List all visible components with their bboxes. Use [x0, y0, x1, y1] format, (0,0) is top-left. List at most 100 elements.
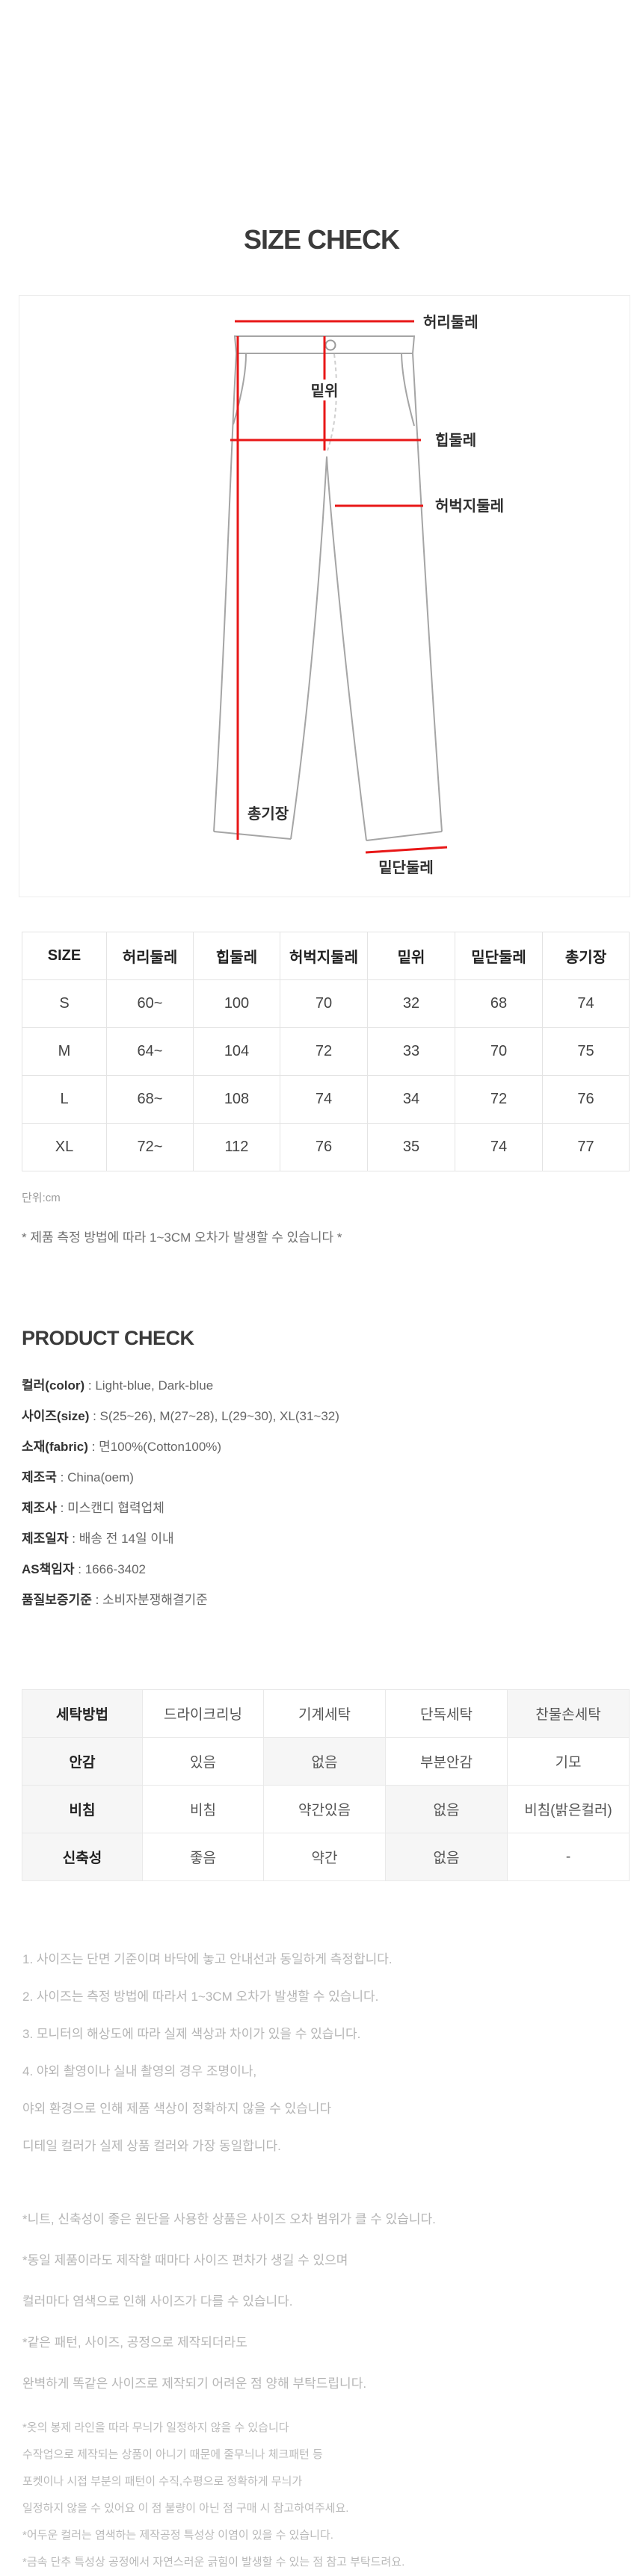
- care-cell: 기계세탁: [263, 1689, 386, 1738]
- product-check-item-warranty: 품질보증기준 : 소비자분쟁해결기준: [22, 1593, 208, 1607]
- care-cell: 약간있음: [263, 1785, 386, 1833]
- fly-dashed-line: [327, 353, 337, 451]
- note-line: 야외 환경으로 인해 제품 색상이 정확하지 않을 수 있습니다: [22, 2102, 332, 2116]
- product-check-item-fabric: 소재(fabric) : 면100%(Cotton100%): [22, 1440, 222, 1454]
- note-line: 완벽하게 똑같은 사이즈로 제작되기 어려운 점 양해 부탁드립니다.: [22, 2377, 367, 2391]
- size-cell: 70: [455, 1027, 543, 1076]
- size-cell: 68: [455, 979, 543, 1028]
- size-table-row-xl: XL 72~ 112 76 35 74 77: [22, 1123, 630, 1171]
- size-cell: 32: [367, 979, 455, 1028]
- size-cell: 72: [455, 1075, 543, 1124]
- care-row-label: 비침: [22, 1785, 143, 1833]
- size-table: SIZE 허리둘레 힙둘레 허벅지둘레 밑위 밑단둘레 총기장 S 60~ 10…: [22, 932, 630, 1171]
- size-cell: XL: [22, 1123, 107, 1171]
- note-line: 수작업으로 제작되는 상품이 아니기 때문에 줄무늬나 체크패턴 등: [22, 2448, 323, 2461]
- unit-note: 단위:cm: [22, 1192, 61, 1204]
- note-line: *옷의 봉제 라인을 따라 무늬가 일정하지 않을 수 있습니다: [22, 2421, 289, 2434]
- size-cell: 100: [193, 979, 280, 1028]
- size-cell: 104: [193, 1027, 280, 1076]
- size-cell: 112: [193, 1123, 280, 1171]
- care-row-label: 안감: [22, 1737, 143, 1786]
- note-line: 디테일 컬러가 실제 상품 컬러와 가장 동일합니다.: [22, 2139, 281, 2153]
- care-cell-selected: 없음: [263, 1737, 386, 1786]
- left-pocket: [233, 353, 247, 425]
- size-cell: 108: [193, 1075, 280, 1124]
- button: [324, 339, 336, 351]
- size-table-row-l: L 68~ 108 74 34 72 76: [22, 1075, 630, 1124]
- size-cell: 77: [542, 1123, 630, 1171]
- size-cell: 74: [280, 1075, 368, 1124]
- note-line: 1. 사이즈는 단면 기준이며 바닥에 놓고 안내선과 동일하게 측정합니다.: [22, 1952, 393, 1966]
- care-cell: 좋음: [142, 1833, 264, 1881]
- note-line: *같은 패턴, 사이즈, 공정으로 제작되더라도: [22, 2335, 247, 2350]
- right-outer-seam: [412, 353, 443, 832]
- note-line: 일정하지 않을 수 있어요 이 점 불량이 아닌 점 구매 시 참고하여주세요.: [22, 2502, 349, 2515]
- thigh-label: 허벅지둘레: [435, 498, 504, 515]
- size-table-header: 밑단둘레: [455, 932, 543, 980]
- right-hem: [366, 831, 443, 841]
- care-cell: 비침(밝은컬러): [507, 1785, 630, 1833]
- product-check-item-date: 제조일자 : 배송 전 14일 이내: [22, 1532, 174, 1546]
- size-check-title: SIZE CHECK: [243, 224, 400, 255]
- size-cell: 72~: [106, 1123, 194, 1171]
- care-cell: 약간: [263, 1833, 386, 1881]
- size-table-header-row: SIZE 허리둘레 힙둘레 허벅지둘레 밑위 밑단둘레 총기장: [22, 932, 630, 980]
- care-cell-selected: 없음: [385, 1785, 508, 1833]
- product-check-title: PRODUCT CHECK: [22, 1327, 194, 1349]
- product-check-list: 컬러(color) : Light-blue, Dark-blue 사이즈(si…: [22, 1370, 605, 1615]
- note-line: 4. 야외 촬영이나 실내 촬영의 경우 조명이나,: [22, 2064, 257, 2078]
- left-outer-seam: [213, 353, 237, 832]
- product-check-item-size: 사이즈(size) : S(25~26), M(27~28), L(29~30)…: [22, 1409, 339, 1423]
- care-cell-selected: 없음: [385, 1833, 508, 1881]
- size-cell: 70: [280, 979, 368, 1028]
- size-table-header: 허리둘레: [106, 932, 194, 980]
- size-cell: 76: [280, 1123, 368, 1171]
- size-cell: 60~: [106, 979, 194, 1028]
- care-cell: 드라이크리닝: [142, 1689, 264, 1738]
- left-hem: [213, 831, 292, 840]
- size-table-header: 밑위: [367, 932, 455, 980]
- size-table-header: SIZE: [22, 932, 107, 980]
- size-table-header: 힙둘레: [193, 932, 280, 980]
- inseam: [290, 456, 367, 841]
- size-cell: M: [22, 1027, 107, 1076]
- size-cell: S: [22, 979, 107, 1028]
- waist-label: 허리둘레: [423, 314, 479, 331]
- rise-label: 밑위: [311, 383, 339, 400]
- care-cell: 단독세탁: [385, 1689, 508, 1738]
- pants-measurement-diagram: 허리둘레 밑위 힙둘레 허벅지둘레 총기장 밑단둘레: [19, 295, 630, 897]
- care-row-lining: 안감 있음 없음 부분안감 기모: [22, 1737, 630, 1786]
- size-cell: 33: [367, 1027, 455, 1076]
- size-cell: 74: [455, 1123, 543, 1171]
- size-cell: 74: [542, 979, 630, 1028]
- care-cell: 부분안감: [385, 1737, 508, 1786]
- size-cell: 72: [280, 1027, 368, 1076]
- rise-label-bg: [307, 380, 342, 400]
- care-row-wash: 세탁방법 드라이크리닝 기계세탁 단독세탁 찬물손세탁: [22, 1689, 630, 1738]
- tolerance-note: * 제품 측정 방법에 따라 1~3CM 오차가 발생할 수 있습니다 *: [22, 1230, 342, 1245]
- care-row-sheer: 비침 비침 약간있음 없음 비침(밝은컬러): [22, 1785, 630, 1833]
- note-line: *금속 단추 특성상 공정에서 자연스러운 긁힘이 발생할 수 있는 점 참고 …: [22, 2556, 405, 2569]
- care-cell-selected: 찬물손세탁: [507, 1689, 630, 1738]
- care-cell: 있음: [142, 1737, 264, 1786]
- note-line: 2. 사이즈는 측정 방법에 따라서 1~3CM 오차가 발생할 수 있습니다.: [22, 1990, 379, 2004]
- measurement-notes: 1. 사이즈는 단면 기준이며 바닥에 놓고 안내선과 동일하게 측정합니다. …: [22, 1941, 621, 2165]
- note-line: 포켓이나 시접 부분의 패턴이 수직,수평으로 정확하게 무늬가: [22, 2475, 303, 2488]
- right-pocket: [401, 353, 415, 427]
- care-row-label: 세탁방법: [22, 1689, 143, 1738]
- hem-line: [365, 846, 448, 854]
- size-cell: 75: [542, 1027, 630, 1076]
- care-row-stretch: 신축성 좋음 약간 없음 -: [22, 1833, 630, 1881]
- hip-label: 힙둘레: [435, 432, 476, 449]
- care-cell: 비침: [142, 1785, 264, 1833]
- note-line: *동일 제품이라도 제작할 때마다 사이즈 편차가 생길 수 있으며: [22, 2253, 348, 2267]
- size-table-row-m: M 64~ 104 72 33 70 75: [22, 1027, 630, 1076]
- care-cell: 기모: [507, 1737, 630, 1786]
- product-check-item-country: 제조국 : China(oem): [22, 1470, 134, 1484]
- size-table-header: 허벅지둘레: [280, 932, 368, 980]
- care-info-table: 세탁방법 드라이크리닝 기계세탁 단독세탁 찬물손세탁 안감 있음 없음 부분안…: [22, 1689, 630, 1881]
- product-check-item-color: 컬러(color) : Light-blue, Dark-blue: [22, 1378, 214, 1393]
- care-cell: -: [507, 1833, 630, 1881]
- pattern-notes: *옷의 봉제 라인을 따라 무늬가 일정하지 않을 수 있습니다 수작업으로 제…: [22, 2415, 621, 2576]
